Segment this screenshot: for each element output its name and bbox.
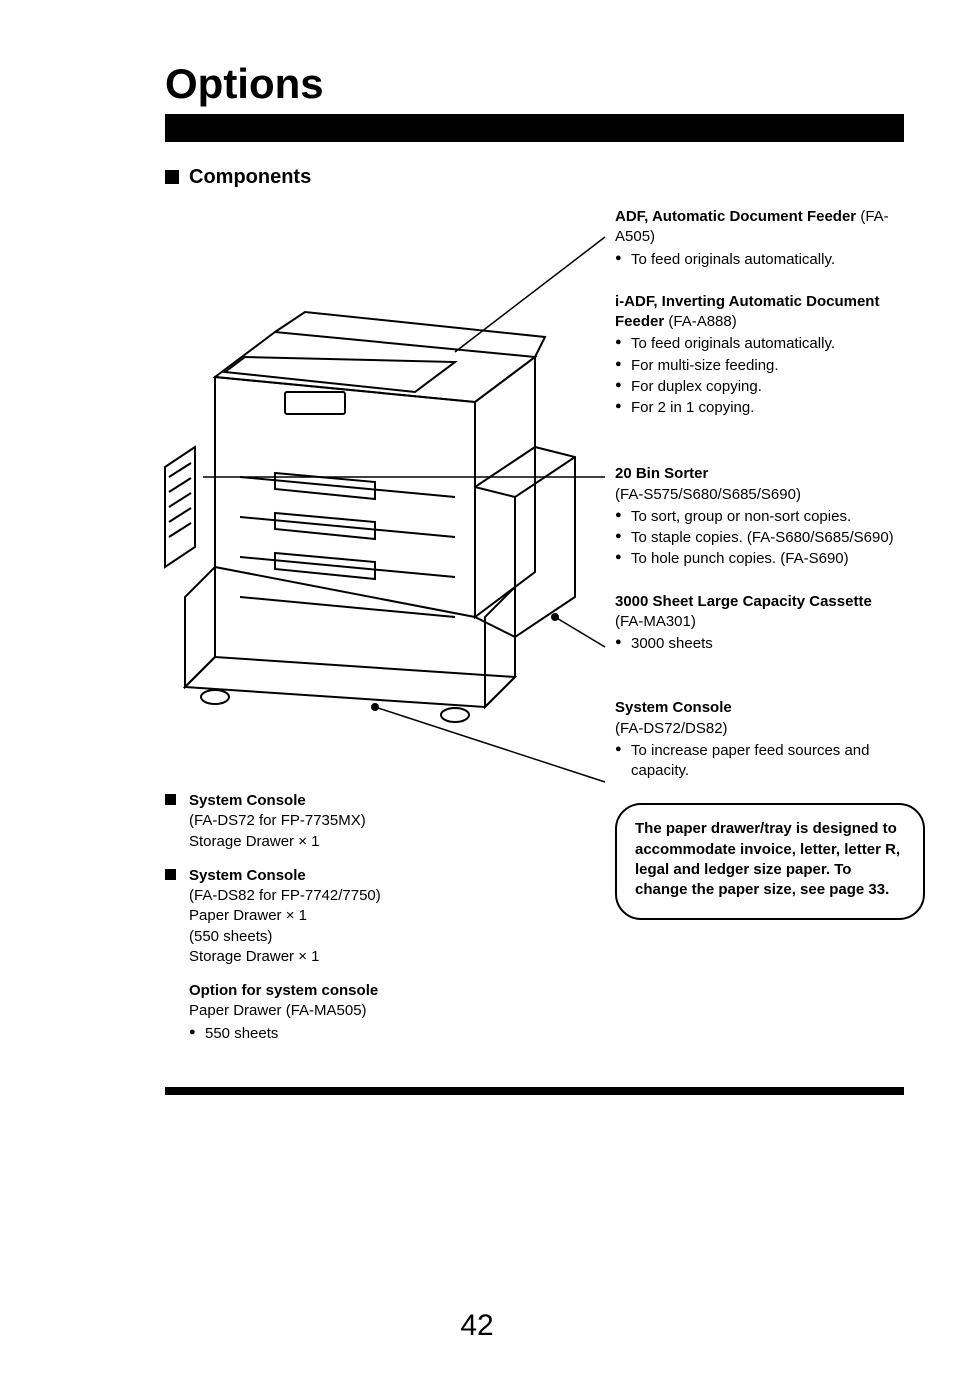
note-box: The paper drawer/tray is designed to acc… <box>615 803 925 920</box>
left-line: (550 sheets) <box>189 927 485 947</box>
section-label: Components <box>189 166 311 188</box>
bullet-item: To staple copies. (FA-S680/S685/S690) <box>615 528 925 548</box>
callouts-column: ADF, Automatic Document Feeder (FA-A505)… <box>615 207 925 920</box>
page-number: 42 <box>0 1309 954 1343</box>
bullet-item: To hole punch copies. (FA-S690) <box>615 549 925 569</box>
bullet-item: For duplex copying. <box>615 377 925 397</box>
callout-title: System Console <box>615 698 925 718</box>
section-header: Components <box>165 166 904 189</box>
bullet-item: To feed originals automatically. <box>615 250 925 270</box>
callout-console: System Console (FA-DS72/DS82) To increas… <box>615 698 925 781</box>
bullet-item: 3000 sheets <box>615 634 925 654</box>
bullet-item: For multi-size feeding. <box>615 356 925 376</box>
left-system-console-2: System Console (FA-DS82 for FP-7742/7750… <box>165 866 485 967</box>
bullet-item: For 2 in 1 copying. <box>615 398 925 418</box>
callout-title: 20 Bin Sorter <box>615 464 925 484</box>
left-title: Option for system console <box>189 982 378 999</box>
bullet-list: To sort, group or non-sort copies. To st… <box>615 507 925 570</box>
left-system-console-1: System Console (FA-DS72 for FP-7735MX) S… <box>165 791 485 852</box>
left-line: Storage Drawer × 1 <box>189 947 485 967</box>
callout-adf: ADF, Automatic Document Feeder (FA-A505)… <box>615 207 925 270</box>
callout-model: (FA-S575/S680/S685/S690) <box>615 485 925 505</box>
bullet-list: To increase paper feed sources and capac… <box>615 741 925 782</box>
left-line: (FA-DS72 for FP-7735MX) <box>189 811 485 831</box>
callout-cassette: 3000 Sheet Large Capacity Cassette (FA-M… <box>615 592 925 655</box>
square-bullet-icon <box>165 794 176 805</box>
left-line: Paper Drawer (FA-MA505) <box>189 1001 485 1021</box>
callout-title: 3000 Sheet Large Capacity Cassette <box>615 592 925 612</box>
title-bar <box>165 114 904 142</box>
callout-model: (FA-MA301) <box>615 612 925 632</box>
callout-title: i-ADF, Inverting Automatic Document Feed… <box>615 293 879 330</box>
left-title: System Console <box>189 867 306 884</box>
left-line: Storage Drawer × 1 <box>189 832 485 852</box>
square-bullet-icon <box>165 170 179 184</box>
bullet-item: 550 sheets <box>189 1024 485 1044</box>
page-title: Options <box>165 60 904 108</box>
bullet-list: 3000 sheets <box>615 634 925 654</box>
left-line: (FA-DS82 for FP-7742/7750) <box>189 886 485 906</box>
left-title: System Console <box>189 792 306 809</box>
left-notes: System Console (FA-DS72 for FP-7735MX) S… <box>165 791 485 1058</box>
bullet-item: To sort, group or non-sort copies. <box>615 507 925 527</box>
bullet-item: To feed originals automatically. <box>615 334 925 354</box>
copier-diagram <box>155 217 615 797</box>
page: Options Components <box>0 0 954 1373</box>
square-bullet-icon <box>165 869 176 880</box>
bullet-list: 550 sheets <box>189 1024 485 1044</box>
diagram-area: ADF, Automatic Document Feeder (FA-A505)… <box>165 207 904 1087</box>
bullet-list: To feed originals automatically. For mul… <box>615 334 925 418</box>
callout-model: (FA-A888) <box>664 313 737 330</box>
callout-iadf: i-ADF, Inverting Automatic Document Feed… <box>615 292 925 419</box>
callout-title: ADF, Automatic Document Feeder <box>615 208 856 225</box>
bullet-item: To increase paper feed sources and capac… <box>615 741 925 782</box>
left-option-console: Option for system console Paper Drawer (… <box>165 981 485 1044</box>
callout-sorter: 20 Bin Sorter (FA-S575/S680/S685/S690) T… <box>615 464 925 569</box>
callout-model: (FA-DS72/DS82) <box>615 719 925 739</box>
left-line: Paper Drawer × 1 <box>189 906 485 926</box>
bullet-list: To feed originals automatically. <box>615 250 925 270</box>
bottom-bar <box>165 1087 904 1095</box>
